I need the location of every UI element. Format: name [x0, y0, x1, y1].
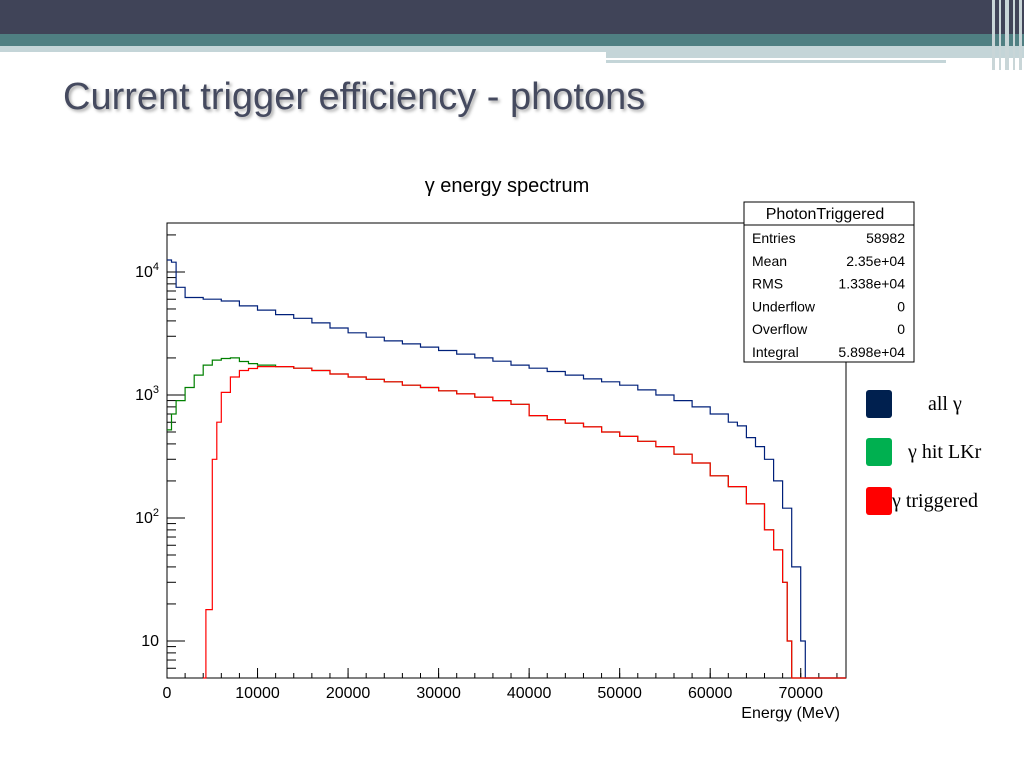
stats-row-label: Integral: [752, 344, 799, 360]
x-tick-label: 70000: [778, 685, 823, 702]
x-tick-label: 10000: [235, 685, 280, 702]
chart-title: γ energy spectrum: [425, 175, 590, 197]
header-bar: [0, 0, 1024, 34]
accent-stripe-light: [0, 46, 1024, 52]
y-tick-label: 104: [135, 261, 159, 281]
accent-stripe-short: [606, 52, 1024, 58]
series-line-1: [167, 357, 846, 679]
stats-row-value: 58982: [866, 230, 905, 246]
x-tick-label: 20000: [326, 685, 371, 702]
legend-item: all γ: [866, 390, 962, 418]
x-tick-label: 50000: [597, 685, 642, 702]
stats-row-label: Overflow: [752, 321, 808, 337]
corner-decoration: [990, 0, 1024, 70]
accent-stripe: [0, 34, 1024, 46]
stats-row-label: Mean: [752, 253, 787, 269]
legend-label: γ triggered: [892, 489, 979, 512]
stats-row-label: Underflow: [752, 298, 816, 314]
legend-swatch: [866, 487, 892, 515]
series-line-2: [203, 366, 846, 679]
series-line-0: [167, 259, 846, 679]
legend-label: γ hit LKr: [908, 440, 982, 463]
stats-row-value: 1.338e+04: [838, 276, 905, 292]
legend-item: γ triggered: [866, 487, 978, 515]
legend-label: all γ: [928, 392, 962, 415]
y-tick-label: 103: [135, 384, 159, 404]
slide-title: Current trigger efficiency - photons: [63, 76, 646, 118]
stats-box-name: PhotonTriggered: [766, 206, 885, 223]
x-tick-label: 40000: [507, 685, 552, 702]
stats-row-value: 2.35e+04: [846, 253, 905, 269]
x-tick-label: 60000: [688, 685, 733, 702]
y-tick-label: 10: [141, 633, 159, 650]
legend-item: γ hit LKr: [866, 438, 981, 466]
plot-frame: [166, 222, 847, 679]
stats-row-label: RMS: [752, 276, 783, 292]
stats-row-value: 5.898e+04: [838, 344, 905, 360]
legend-swatch: [866, 438, 892, 466]
x-tick-label: 30000: [416, 685, 461, 702]
stats-row-value: 0: [897, 321, 905, 337]
stats-row-value: 0: [897, 298, 905, 314]
legend-swatch: [866, 390, 892, 418]
x-axis-label: Energy (MeV): [741, 705, 840, 722]
stats-box: PhotonTriggered Entries 58982 Mean 2.35e+04…: [743, 201, 915, 363]
accent-stripe-thin: [606, 60, 946, 63]
y-tick-label: 102: [135, 507, 159, 527]
x-tick-label: 0: [163, 685, 172, 702]
axis-ticks: 0 10000 20000 30000 40000 50000 60000 70000 10 10…: [135, 234, 838, 702]
series-layer: [167, 259, 846, 679]
stats-row-label: Entries: [752, 230, 796, 246]
